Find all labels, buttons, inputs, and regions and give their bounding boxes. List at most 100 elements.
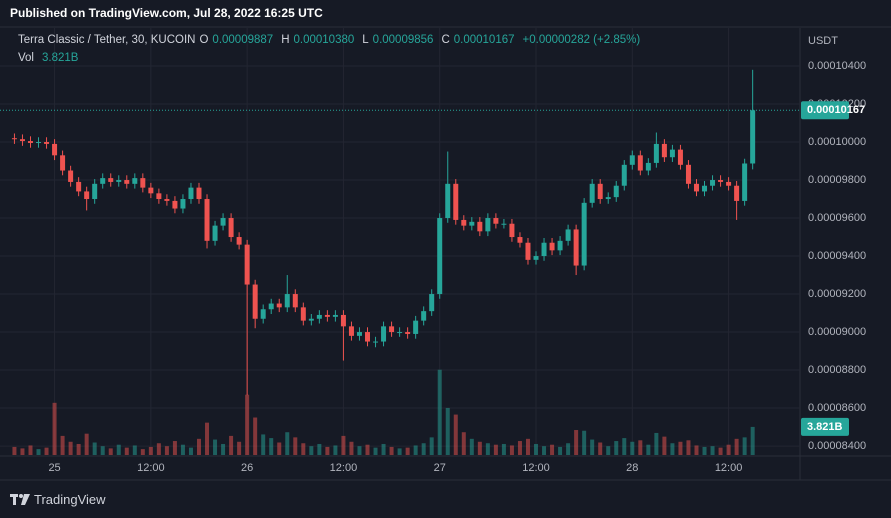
symbol: Terra Classic / Tether, 30, KUCOIN <box>18 34 196 46</box>
y-tick-label: 0.00008800 <box>808 364 866 376</box>
candle-body <box>445 183 451 219</box>
volume-bar <box>148 446 153 455</box>
candle-body <box>244 244 250 285</box>
volume-bar <box>381 443 386 455</box>
volume-bar <box>205 422 210 455</box>
candle-body <box>685 164 691 184</box>
y-tick-label: 0.00009000 <box>808 326 866 338</box>
volume-bar <box>413 445 418 455</box>
candle-body <box>132 178 138 184</box>
volume-bar <box>12 446 17 455</box>
candle-body <box>164 199 170 201</box>
candle-body <box>453 183 459 220</box>
candle-body <box>405 332 411 334</box>
volume-bar <box>397 448 402 455</box>
volume-bar <box>28 445 33 455</box>
volume-bar <box>469 438 474 455</box>
candle-body <box>148 187 154 194</box>
candle-body <box>212 225 218 241</box>
axes: 0.000104000.000102000.000100000.00009800… <box>0 60 866 474</box>
y-tick-label: 0.00009400 <box>808 250 866 262</box>
candle-body <box>236 237 242 245</box>
volume-bar <box>477 441 482 455</box>
candle-body <box>324 314 330 317</box>
volume-bar <box>188 447 193 455</box>
l-label: L <box>362 34 369 46</box>
candle-body <box>421 311 427 321</box>
volume-bar <box>108 448 113 455</box>
volume-bar <box>301 443 306 455</box>
y-tick-label: 0.00009600 <box>808 212 866 224</box>
candles <box>11 69 756 396</box>
volume-bar <box>501 443 506 455</box>
volume-bar <box>76 443 81 455</box>
y-tick-label: 0.00009800 <box>808 174 866 186</box>
volume-bar <box>734 438 739 455</box>
volume-bar <box>317 443 322 455</box>
candle-body <box>541 242 547 257</box>
candle-body <box>300 307 306 321</box>
volume-bar <box>172 441 177 455</box>
candle-body <box>332 314 338 317</box>
logo-part <box>19 494 23 498</box>
x-tick-label: 27 <box>434 462 446 474</box>
volume-bar <box>421 443 426 455</box>
volume-bar <box>68 441 73 455</box>
candle-body <box>653 143 659 163</box>
volume-bar <box>485 443 490 455</box>
volume-bar <box>582 430 587 455</box>
volume-bar <box>20 448 25 455</box>
candle-body <box>196 187 202 200</box>
volume-bar <box>132 445 137 455</box>
volume-bar <box>678 441 683 455</box>
candle-body <box>373 341 379 343</box>
volume-bar <box>566 443 571 455</box>
volume-bar <box>237 441 242 455</box>
x-tick-label: 28 <box>626 462 638 474</box>
volume-bar <box>44 447 49 455</box>
x-tick-label: 25 <box>48 462 60 474</box>
volume-bar <box>598 442 603 455</box>
volume-badge <box>801 417 849 436</box>
vol-label: Vol <box>18 52 34 64</box>
volume-bar <box>365 444 370 455</box>
volume-bar <box>686 440 691 455</box>
logo <box>10 494 30 505</box>
candle-body <box>52 143 58 156</box>
candle-body <box>621 164 627 186</box>
volume-bar <box>221 443 226 455</box>
volume-legend: Vol 3.821B <box>18 52 78 64</box>
candle-body <box>477 221 483 232</box>
candle-body <box>268 303 274 310</box>
volume-bar <box>662 436 667 455</box>
volume-bar <box>646 444 651 455</box>
volume-bar <box>60 435 65 455</box>
volume-bar <box>742 437 747 455</box>
volume-bar <box>702 446 707 455</box>
candle-body <box>11 138 17 140</box>
volume-bar <box>100 446 105 455</box>
volume-bar <box>517 441 522 455</box>
candle-body <box>589 183 595 203</box>
volume-bar <box>36 449 41 455</box>
volume-bar <box>325 446 330 455</box>
volume-bar <box>493 444 498 455</box>
candle-body <box>525 242 531 260</box>
volume-bar <box>261 434 266 455</box>
plot-background <box>0 28 891 480</box>
volume-bar <box>590 439 595 455</box>
volume-bar <box>670 443 675 455</box>
candle-body <box>100 178 106 184</box>
x-tick-label: 12:00 <box>137 462 165 474</box>
volume-bar <box>630 441 635 455</box>
c-value: 0.00010167 <box>453 34 515 46</box>
volume-bar <box>285 432 290 455</box>
candle-body <box>180 199 186 209</box>
candle-body <box>124 180 130 184</box>
volume-bar <box>550 444 555 455</box>
volume-bar <box>453 414 458 455</box>
volume-bar <box>140 449 145 455</box>
volume-bar <box>437 369 442 455</box>
candle-body <box>348 326 354 336</box>
legend: Terra Classic / Tether, 30, KUCOIN O 0.00… <box>18 34 644 46</box>
